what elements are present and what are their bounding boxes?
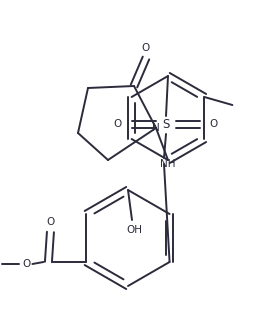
Text: OH: OH xyxy=(126,225,142,235)
Text: O: O xyxy=(46,217,55,227)
Text: NH: NH xyxy=(160,159,176,169)
Text: N: N xyxy=(152,123,160,133)
Text: O: O xyxy=(142,43,150,53)
Text: O: O xyxy=(22,259,30,269)
Text: O: O xyxy=(114,119,122,129)
Text: O: O xyxy=(210,119,218,129)
Text: S: S xyxy=(162,118,170,130)
